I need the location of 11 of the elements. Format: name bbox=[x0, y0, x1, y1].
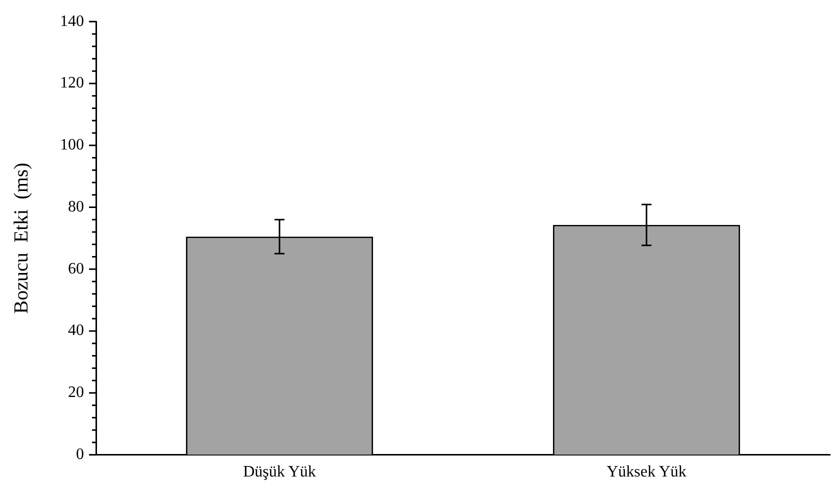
x-tick-label: Düşük Yük bbox=[243, 464, 316, 481]
y-axis-title: Bozucu Etki (ms) bbox=[10, 162, 32, 314]
y-tick-label: 140 bbox=[60, 12, 84, 30]
y-tick-label: 60 bbox=[68, 260, 84, 278]
y-tick-label: 100 bbox=[60, 136, 84, 154]
y-tick-label: 20 bbox=[68, 384, 84, 402]
x-tick-label: Yüksek Yük bbox=[606, 464, 686, 481]
y-tick-label: 40 bbox=[68, 322, 84, 340]
y-tick-label: 0 bbox=[76, 446, 84, 464]
y-tick-label: 120 bbox=[60, 74, 84, 92]
y-tick-label: 80 bbox=[68, 198, 84, 216]
